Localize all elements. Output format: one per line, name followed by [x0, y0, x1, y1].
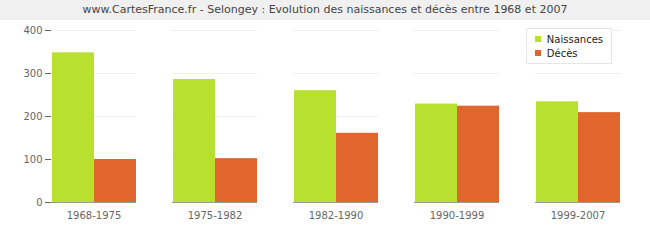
svg-text:0: 0 [36, 197, 42, 208]
svg-text:200: 200 [23, 111, 42, 122]
svg-text:1968-1975: 1968-1975 [67, 210, 122, 221]
html-text:www.CartesFrance.fr - Selongey: www.CartesFrance.fr - Selongey : Evoluti… [82, 3, 568, 16]
svg-text:1975-1982: 1975-1982 [188, 210, 243, 221]
svg-text:1982-1990: 1982-1990 [309, 210, 364, 221]
html-text:Décès: Décès [546, 47, 578, 59]
svg-text:400: 400 [23, 25, 42, 36]
svg-text:1999-2007: 1999-2007 [551, 210, 606, 221]
svg-text:100: 100 [23, 154, 42, 165]
svg-text:1990-1999: 1990-1999 [430, 210, 485, 221]
svg-text:300: 300 [23, 68, 42, 79]
html-text:Naissances: Naissances [546, 33, 603, 45]
